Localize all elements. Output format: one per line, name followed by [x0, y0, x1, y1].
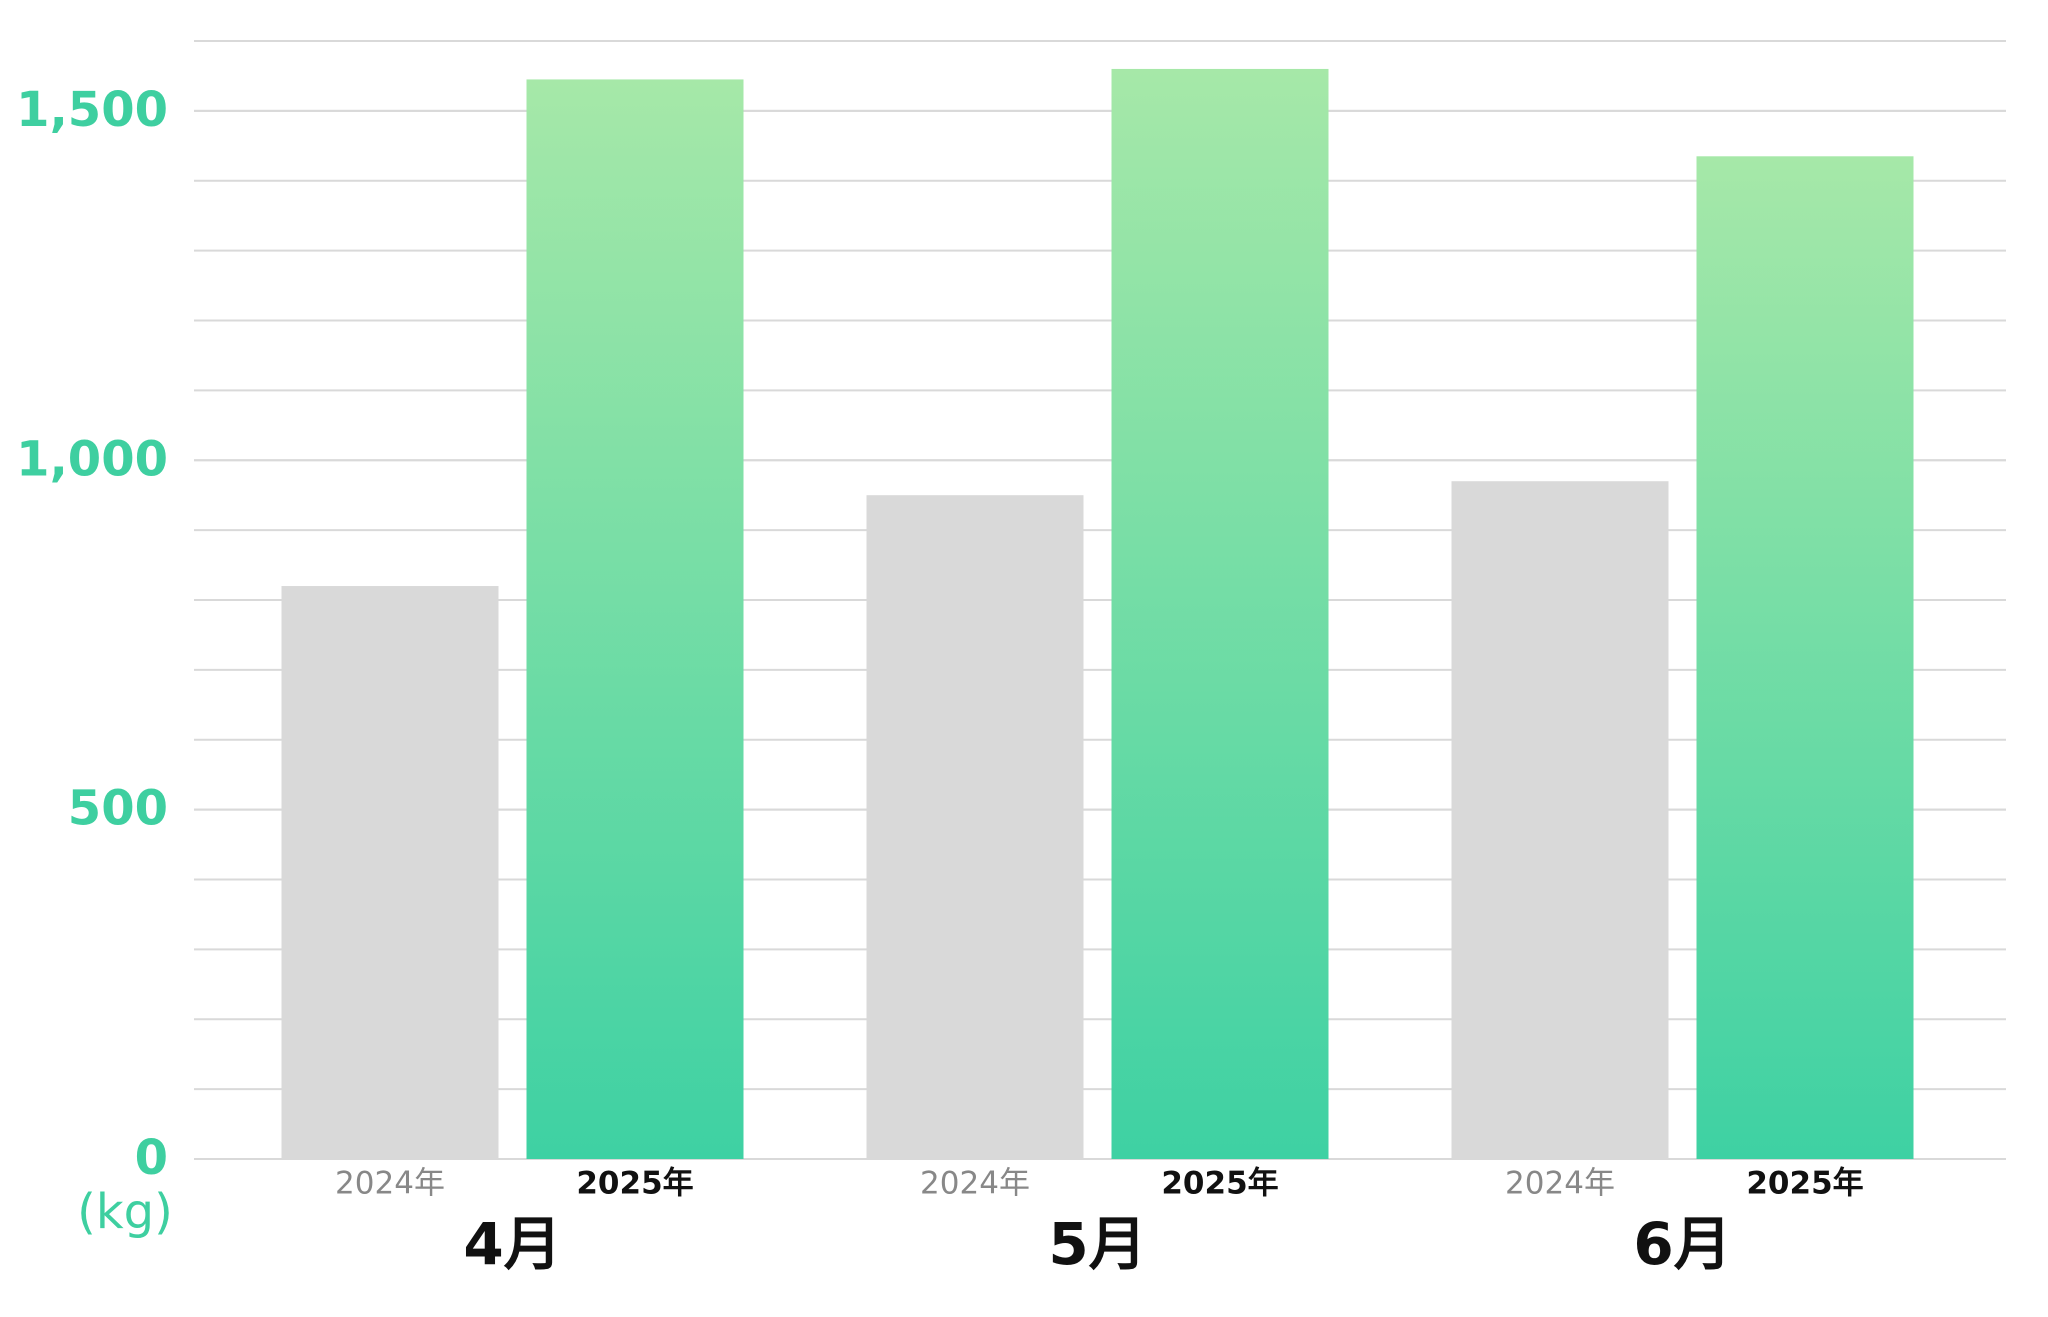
bar	[1111, 68, 1329, 1160]
series-label: 2024年	[920, 1166, 1030, 1202]
y-tick-label: 1,500	[16, 82, 168, 138]
y-tick-label: 1,000	[16, 431, 168, 487]
y-unit: (kg)	[77, 1184, 173, 1240]
x-tick-label: 6月	[1633, 1210, 1731, 1278]
series-label: 2025年	[576, 1166, 693, 1202]
series-label: 2024年	[1505, 1166, 1615, 1202]
bar	[866, 495, 1084, 1159]
series-label: 2025年	[1161, 1166, 1278, 1202]
bar	[281, 586, 499, 1159]
x-tick-label: 5月	[1048, 1210, 1146, 1278]
series-label: 2025年	[1746, 1166, 1863, 1202]
x-tick-label: 4月	[463, 1210, 561, 1278]
bar	[526, 79, 744, 1159]
y-tick-label: 500	[68, 781, 168, 837]
y-tick-label: 0	[135, 1130, 168, 1186]
series-label: 2024年	[335, 1166, 445, 1202]
bar	[1696, 156, 1914, 1159]
bar	[1451, 481, 1669, 1159]
